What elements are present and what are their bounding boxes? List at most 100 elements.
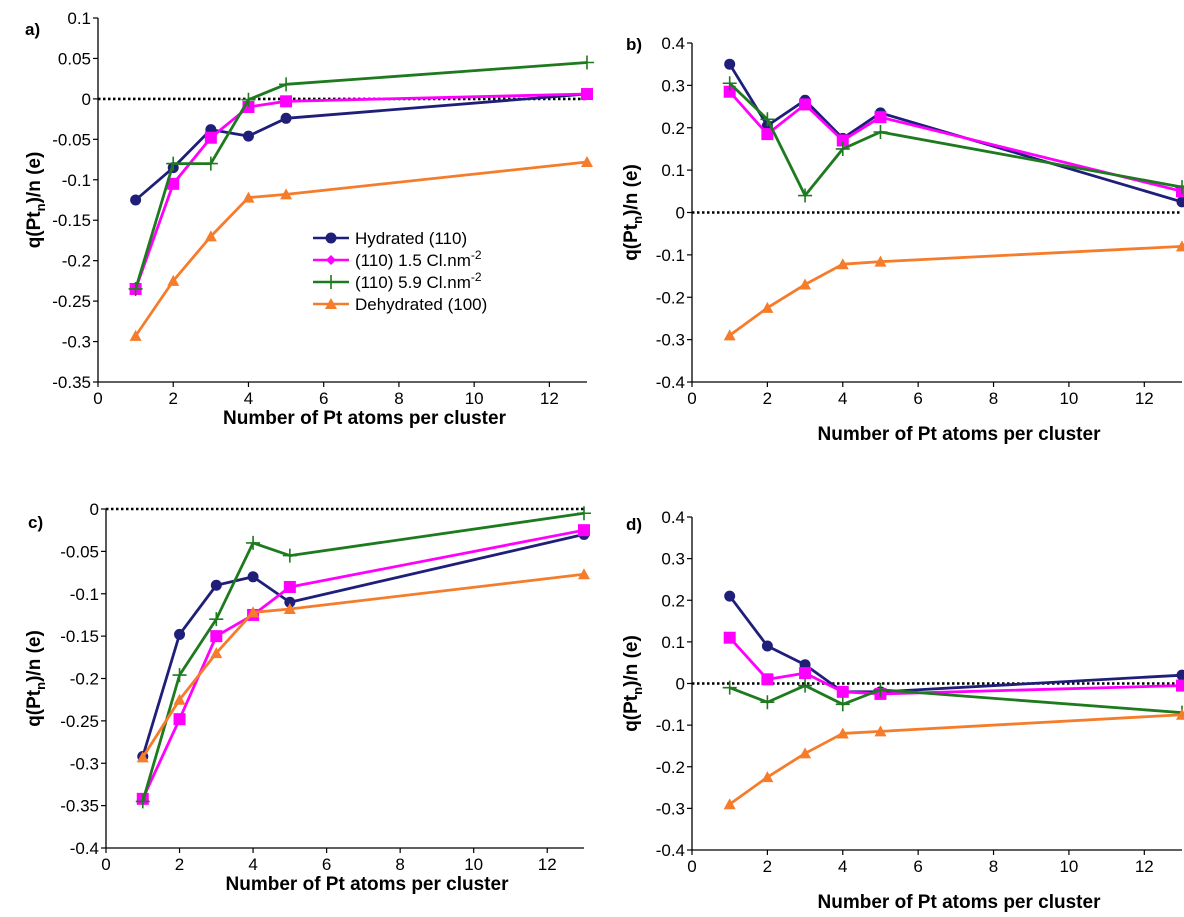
- x-tick-label: 8: [394, 389, 403, 408]
- y-tick-label: -0.2: [656, 758, 685, 777]
- data-point: [204, 230, 217, 242]
- y-axis-title: q(Ptn)/n (e): [621, 635, 645, 732]
- data-point: [173, 693, 186, 705]
- data-point: [578, 524, 590, 537]
- series-line-3: [134, 61, 588, 290]
- data-point: [282, 548, 297, 563]
- x-tick-label: 10: [1059, 857, 1078, 876]
- data-point: [581, 88, 593, 101]
- x-tick-label: 0: [687, 389, 696, 408]
- data-point: [130, 194, 142, 206]
- data-point: [873, 124, 888, 139]
- data-point: [723, 631, 736, 644]
- series-line-1: [728, 595, 1183, 694]
- data-point: [210, 647, 223, 659]
- data-point: [799, 98, 812, 111]
- y-axis-title: q(Ptn)/n (e): [621, 164, 645, 261]
- series-line-3: [728, 82, 1183, 197]
- y-tick-label: -0.3: [656, 799, 685, 818]
- x-tick-label: 8: [989, 389, 998, 408]
- legend-label: (110) 5.9 Cl.nm-2: [355, 270, 482, 292]
- x-axis-title: Number of Pt atoms per cluster: [818, 424, 1102, 445]
- y-tick-label: -0.35: [60, 797, 99, 816]
- data-point: [174, 628, 186, 640]
- data-point: [836, 685, 849, 698]
- data-point: [167, 177, 180, 190]
- data-point: [284, 596, 296, 608]
- x-tick-label: 0: [101, 855, 110, 874]
- y-tick-label: 0: [676, 675, 685, 694]
- data-point: [724, 58, 736, 70]
- y-tick-label: 0.4: [661, 34, 685, 53]
- y-tick-label: -0.15: [52, 211, 91, 230]
- data-point: [761, 128, 774, 141]
- x-tick-label: 12: [538, 855, 557, 874]
- panel-label: b): [626, 35, 642, 54]
- x-tick-label: 6: [319, 389, 328, 408]
- y-tick-label: 0: [676, 204, 685, 223]
- legend-marker: [325, 232, 337, 244]
- data-point: [280, 95, 293, 108]
- x-axis-title: Number of Pt atoms per cluster: [223, 408, 507, 429]
- x-tick-label: 2: [763, 857, 772, 876]
- x-tick-label: 2: [168, 389, 177, 408]
- data-point: [799, 747, 812, 759]
- panel-label: a): [25, 20, 40, 39]
- chart-panel-d: 0.40.30.20.10-0.1-0.2-0.3-0.40 2 4 6 8 10 12Nu…: [621, 508, 1184, 913]
- x-tick-label: 6: [913, 857, 922, 876]
- y-tick-label: -0.35: [52, 373, 91, 392]
- data-point: [722, 680, 737, 695]
- data-point: [723, 798, 736, 810]
- chart-panel-c: 0-0.05-0.1-0.15-0.2-0.25-0.3-0.35-0.40 2 4…: [24, 500, 591, 895]
- data-point: [873, 682, 888, 697]
- legend-marker: [326, 255, 336, 265]
- y-tick-label: 0.3: [661, 550, 685, 569]
- data-point: [135, 794, 150, 809]
- y-tick-label: -0.4: [656, 373, 685, 392]
- y-tick-label: 0.05: [58, 49, 91, 68]
- data-point: [874, 255, 887, 267]
- data-point: [577, 506, 591, 521]
- legend-label: Dehydrated (100): [355, 295, 487, 314]
- legend-marker: [324, 275, 338, 289]
- x-tick-label: 10: [465, 389, 484, 408]
- data-point: [246, 535, 261, 550]
- y-tick-label: 0.1: [67, 9, 91, 28]
- y-tick-label: 0.4: [661, 508, 685, 527]
- y-tick-label: -0.1: [70, 585, 99, 604]
- data-point: [799, 667, 812, 680]
- data-point: [128, 281, 143, 296]
- x-tick-label: 0: [687, 857, 696, 876]
- data-point: [761, 301, 774, 313]
- y-tick-label: -0.1: [62, 171, 91, 190]
- data-point: [203, 156, 218, 171]
- series-line-2: [728, 90, 1183, 193]
- data-point: [835, 141, 850, 156]
- x-tick-label: 10: [1059, 389, 1078, 408]
- x-tick-label: 12: [540, 389, 559, 408]
- x-tick-label: 6: [322, 855, 331, 874]
- y-tick-label: -0.25: [60, 712, 99, 731]
- y-tick-label: 0: [90, 500, 99, 519]
- panel-label: d): [626, 515, 642, 534]
- x-tick-label: 12: [1135, 389, 1154, 408]
- y-tick-label: 0.2: [661, 591, 685, 610]
- chart-panel-b: 0.40.30.20.10-0.1-0.2-0.3-0.40 2 4 6 8 10 12Nu…: [621, 34, 1184, 445]
- data-point: [136, 751, 149, 763]
- data-point: [874, 725, 887, 737]
- data-point: [798, 188, 813, 203]
- legend-label: (110) 1.5 Cl.nm-2: [355, 248, 482, 270]
- y-tick-label: 0.3: [661, 76, 685, 95]
- data-point: [761, 640, 773, 652]
- data-point: [209, 612, 224, 627]
- y-tick-label: -0.2: [656, 288, 685, 307]
- series-line-4: [728, 713, 1183, 806]
- y-tick-label: -0.2: [70, 670, 99, 689]
- data-point: [836, 727, 849, 739]
- data-point: [242, 191, 255, 203]
- data-point: [172, 668, 187, 683]
- y-tick-label: -0.4: [656, 841, 685, 860]
- x-tick-label: 8: [395, 855, 404, 874]
- y-axis-title: q(Ptn)/n (e): [24, 152, 48, 249]
- data-point: [760, 695, 775, 710]
